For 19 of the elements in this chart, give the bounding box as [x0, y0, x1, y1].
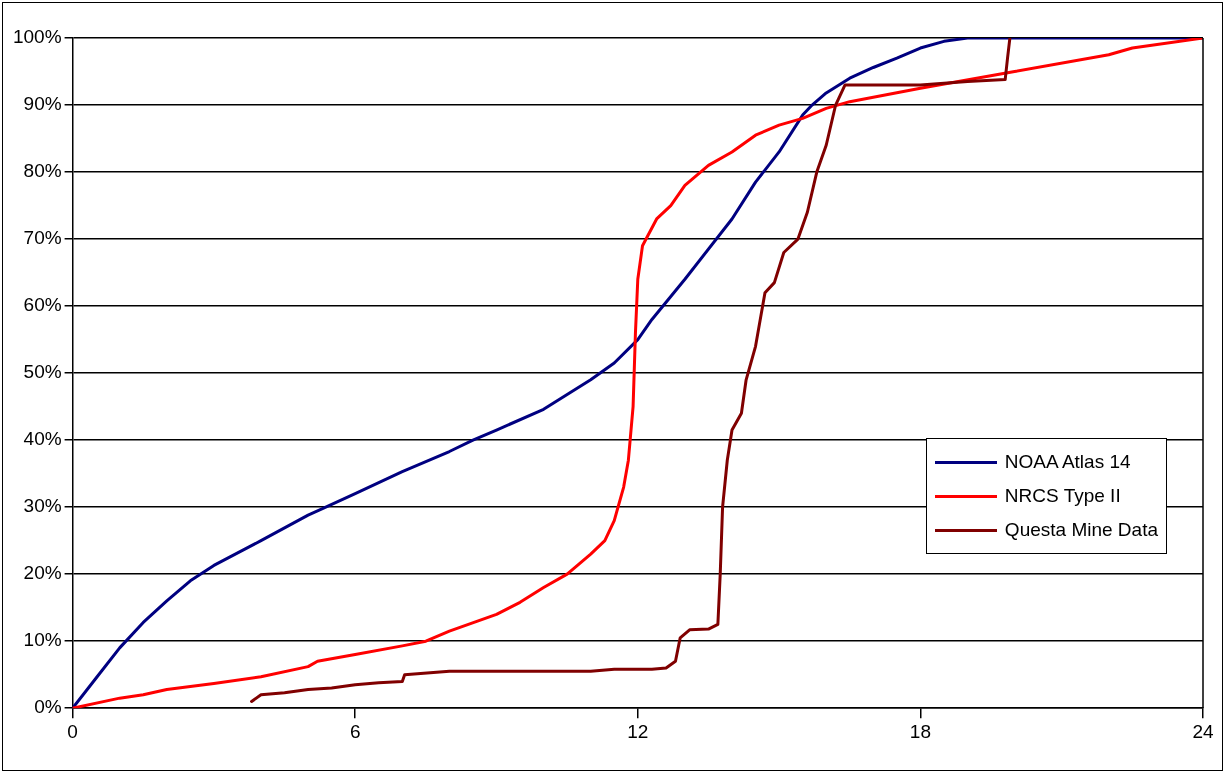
x-tick-label: 6: [349, 720, 361, 742]
y-tick-label: 20%: [23, 562, 62, 584]
y-tick-label: 70%: [23, 227, 62, 249]
legend-label: Questa Mine Data: [1004, 519, 1158, 541]
y-tick-label: 0%: [34, 696, 62, 718]
y-tick-label: 100%: [12, 26, 62, 48]
x-tick-label: 12: [627, 720, 649, 742]
y-tick-label: 40%: [23, 428, 62, 450]
legend-label: NRCS Type II: [1004, 485, 1121, 507]
y-tick-label: 90%: [23, 93, 62, 115]
x-tick-label: 18: [909, 720, 931, 742]
y-tick-label: 30%: [23, 495, 62, 517]
y-tick-label: 10%: [23, 629, 62, 651]
legend-label: NOAA Atlas 14: [1004, 451, 1131, 473]
x-tick-label: 0: [67, 720, 78, 742]
y-tick-label: 80%: [23, 160, 62, 182]
x-tick-label: 24: [1192, 720, 1214, 742]
y-tick-label: 60%: [23, 294, 62, 316]
y-tick-label: 50%: [23, 361, 62, 383]
